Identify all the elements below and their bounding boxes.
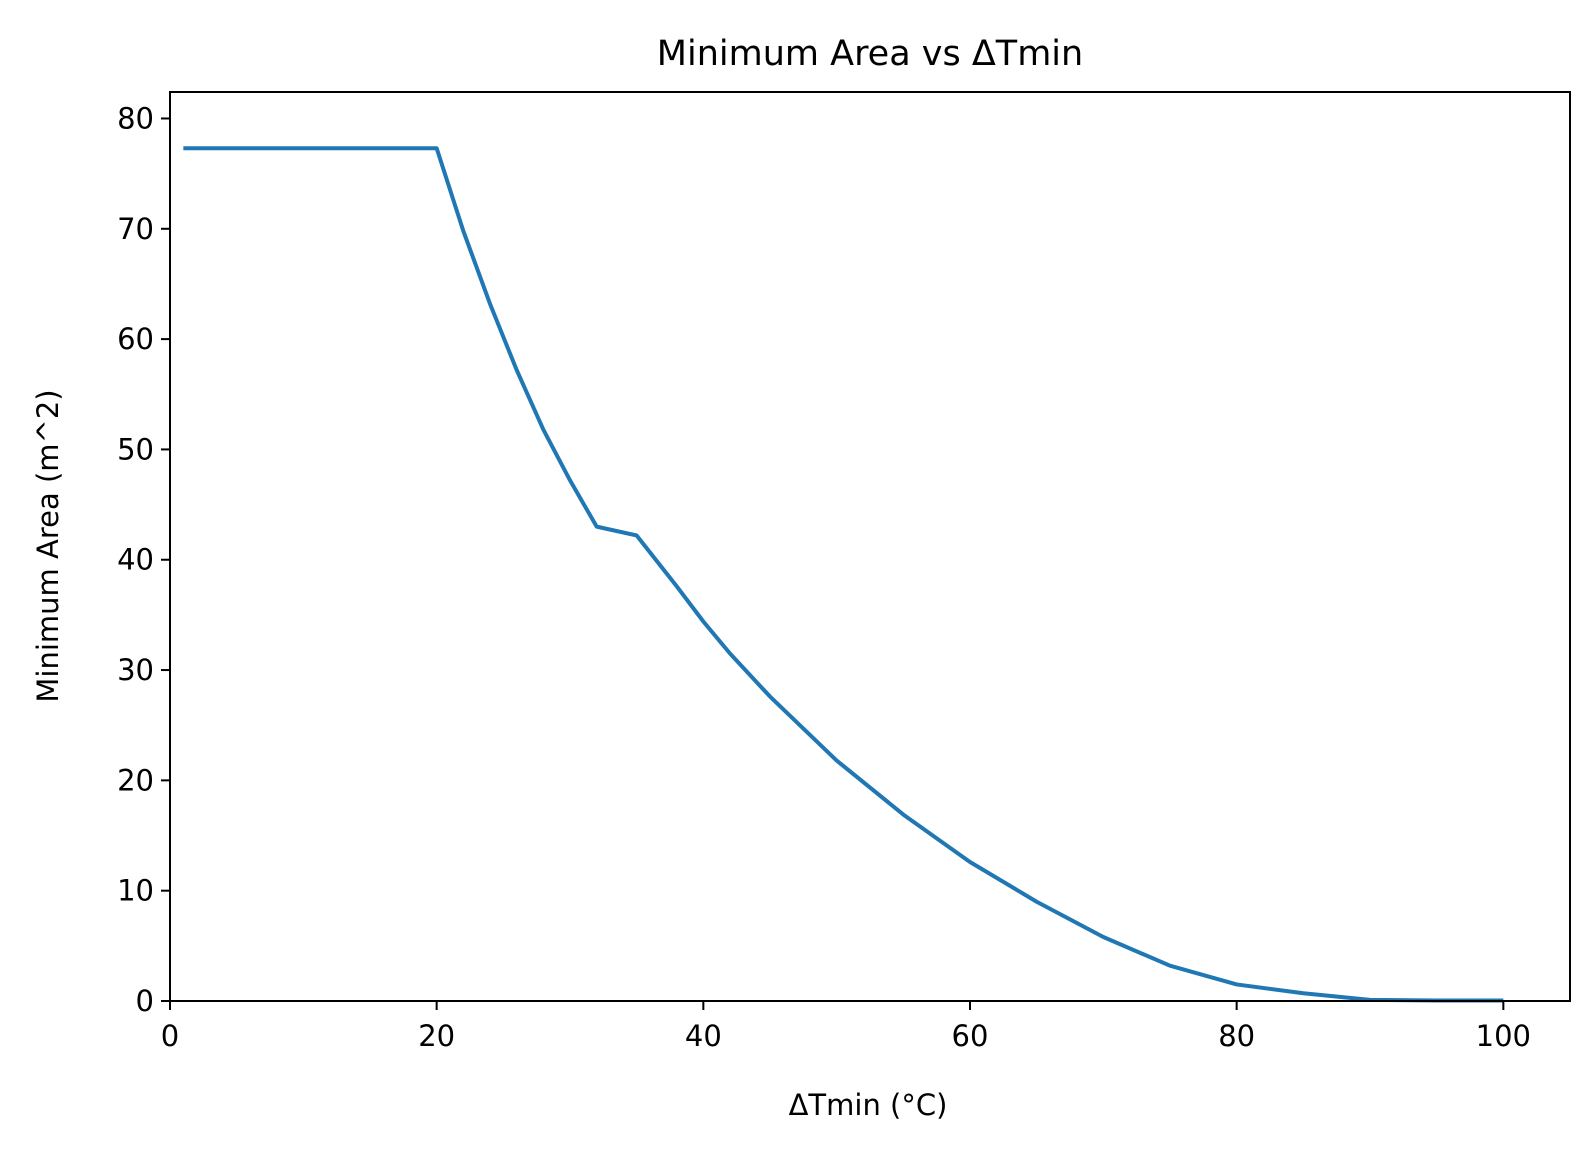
y-tick-label: 60	[117, 322, 154, 356]
x-tick-label: 0	[161, 1019, 179, 1053]
y-tick-label: 10	[117, 874, 154, 908]
series-line-0	[183, 146, 1504, 1003]
y-tick-label: 40	[117, 543, 154, 577]
x-tick-label: 100	[1476, 1019, 1531, 1053]
y-tick-label: 50	[117, 432, 154, 466]
x-axis-ticks: 0 20 40 60 80 100	[161, 1001, 1531, 1053]
y-tick-label: 70	[117, 212, 154, 246]
x-tick-label: 20	[418, 1019, 455, 1053]
y-tick-label: 80	[117, 101, 154, 135]
y-axis-title: Minimum Area (m^2)	[31, 389, 65, 702]
x-tick-label: 40	[685, 1019, 722, 1053]
x-tick-label: 80	[1218, 1019, 1255, 1053]
y-tick-label: 0	[136, 984, 154, 1018]
plot-area	[183, 146, 1504, 1003]
chart-title: Minimum Area vs ΔTmin	[657, 34, 1083, 74]
y-tick-label: 20	[117, 763, 154, 797]
plot-frame	[169, 91, 1571, 1002]
x-tick-label: 60	[952, 1019, 989, 1053]
y-tick-label: 30	[117, 653, 154, 687]
y-axis-ticks: 0 10 20 30 40 50 60 70 80	[117, 101, 170, 1018]
x-axis-title: ΔTmin (°C)	[789, 1088, 948, 1122]
